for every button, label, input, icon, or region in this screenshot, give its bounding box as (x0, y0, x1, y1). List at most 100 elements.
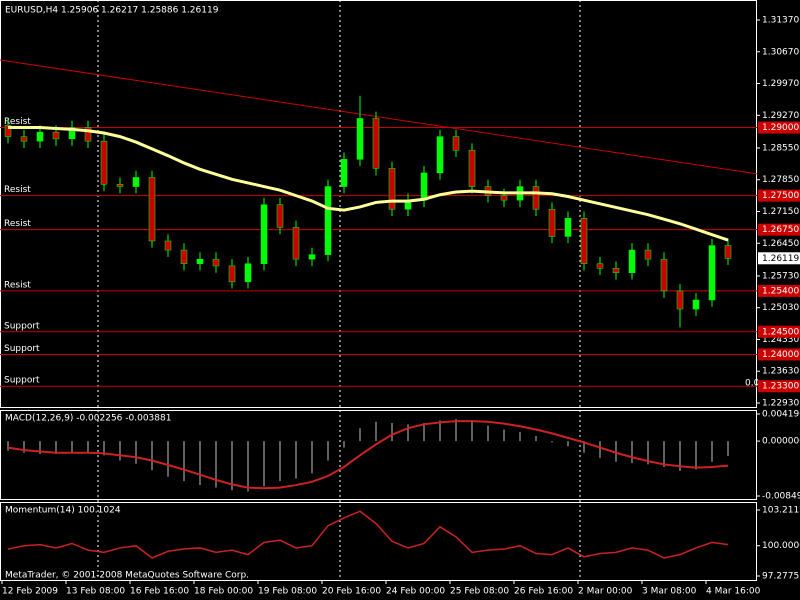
level-price-label: 1.24000 (762, 350, 799, 360)
level-price-label: 1.27500 (762, 191, 799, 201)
candle-body (132, 177, 140, 187)
x-tick-label: 20 Feb 16:00 (322, 587, 381, 597)
candle-body (548, 208, 556, 237)
candle-body (532, 186, 540, 210)
candle-body (20, 136, 28, 142)
level-text: Resist (4, 219, 31, 229)
candle-body (564, 218, 572, 237)
x-tick-label: 19 Feb 08:00 (258, 587, 317, 597)
y-tick-label: 1.27150 (762, 207, 799, 217)
candle-body (196, 258, 204, 264)
main-pane (0, 0, 757, 408)
candle-body (148, 177, 156, 242)
macd-tick-label: 0.000000 (762, 437, 800, 447)
candle-body (372, 118, 380, 169)
level-text: Resist (4, 185, 31, 195)
candle-body (468, 149, 476, 187)
x-tick-label: 2 Mar 00:00 (578, 587, 633, 597)
momentum-tick-label: 97.2775 (762, 572, 799, 582)
y-tick-label: 1.23630 (762, 367, 799, 377)
momentum-title: Momentum(14) 100.1024 (5, 506, 121, 516)
level-price-label: 1.23300 (762, 382, 799, 392)
level-price-box (758, 348, 800, 361)
y-tick-label: 1.26450 (762, 239, 799, 249)
level-price-label: 1.25400 (762, 286, 799, 296)
current-price-label: 1.26119 (762, 254, 799, 264)
candle-body (436, 136, 444, 174)
y-tick-label: 1.31370 (762, 16, 799, 26)
current-price-box (758, 252, 800, 265)
level-price-box (758, 121, 800, 134)
momentum-line (7, 510, 729, 559)
candle-body (228, 265, 236, 283)
trendline (0, 59, 758, 175)
x-tick-label: 18 Feb 00:00 (194, 587, 253, 597)
y-tick-label: 1.22930 (762, 399, 799, 409)
level-text: Support (4, 376, 40, 386)
candle-body (660, 258, 668, 292)
candle-body (692, 299, 700, 310)
level-price-label: 1.29000 (762, 123, 799, 133)
x-tick-label: 4 Mar 16:00 (706, 587, 761, 597)
candle-body (180, 249, 188, 264)
x-tick-label: 13 Feb 08:00 (66, 587, 125, 597)
candle-body (324, 186, 332, 255)
macd-tick-label: -0.008494 (762, 492, 800, 502)
level-price-box (758, 284, 800, 297)
period-separators (97, 0, 581, 580)
level-text: Support (4, 344, 40, 354)
candle-body (308, 254, 316, 260)
candle-body (596, 263, 604, 269)
level-price-label: 1.24500 (762, 327, 799, 337)
candle-body (452, 136, 460, 151)
candle-body (4, 125, 12, 137)
level-price-box (758, 325, 800, 338)
candle-body (628, 249, 636, 274)
macd-tick-label: 0.004196 (762, 410, 800, 420)
y-tick-label: 1.25030 (762, 303, 799, 313)
x-tick-label: 26 Feb 16:00 (514, 587, 573, 597)
x-tick-label: 12 Feb 2009 (2, 587, 58, 597)
candle-body (340, 159, 348, 187)
level-price-box (758, 189, 800, 202)
candle-body (356, 118, 364, 160)
candle-body (612, 267, 620, 274)
candle-body (676, 290, 684, 310)
copyright: MetaTrader, © 2001-2008 MetaQuotes Softw… (5, 571, 249, 581)
x-tick-label: 25 Feb 08:00 (450, 587, 509, 597)
candle-body (260, 204, 268, 264)
momentum-tick-label: 100.0000 (762, 541, 800, 551)
candle-body (644, 249, 652, 260)
candle-body (388, 168, 396, 210)
y-tick-label: 1.27850 (762, 175, 799, 185)
y-tick-label: 1.25730 (762, 271, 799, 281)
macd-signal (7, 420, 729, 490)
level-price-label: 1.26750 (762, 225, 799, 235)
level-text: Resist (4, 117, 31, 127)
candle-body (164, 240, 172, 251)
x-tick-label: 3 Mar 08:00 (642, 587, 697, 597)
y-tick-label: 1.28550 (762, 143, 799, 153)
y-tick-label: 1.29270 (762, 111, 799, 121)
candle-body (68, 127, 76, 140)
chart-title: EURUSD,H4 1.25906 1.26217 1.25886 1.2611… (5, 6, 219, 16)
candle-body (276, 204, 284, 228)
candle-body (100, 140, 108, 185)
level-price-box (758, 380, 800, 393)
candle-body (52, 131, 60, 140)
y-tick-label: 1.24330 (762, 335, 799, 345)
x-tick-label: 24 Feb 00:00 (386, 587, 445, 597)
candle-body (724, 245, 732, 259)
candle-body (420, 172, 428, 201)
corner-label: 0.0 (745, 379, 760, 389)
y-tick-label: 1.30670 (762, 47, 799, 57)
candle-body (244, 263, 252, 283)
candle-body (36, 131, 44, 142)
level-text: Support (4, 321, 40, 331)
candle-body (116, 184, 124, 187)
x-tick-label: 16 Feb 16:00 (130, 587, 189, 597)
candle-body (580, 218, 588, 264)
moving-average (8, 126, 729, 242)
level-text: Resist (4, 280, 31, 290)
